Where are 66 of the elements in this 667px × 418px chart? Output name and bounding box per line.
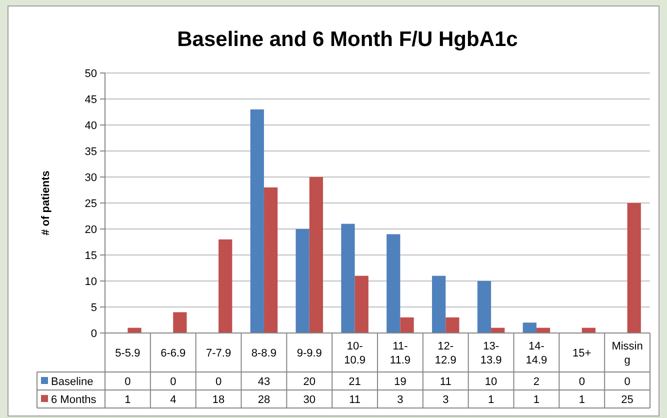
legend-label: 6 Months (51, 394, 97, 406)
data-label: 0 (578, 376, 585, 388)
data-label: 1 (488, 394, 494, 406)
bar (386, 234, 400, 333)
y-tick-label: 5 (90, 302, 97, 314)
x-tick-label: 13-13.9 (480, 340, 502, 366)
y-tick-label: 30 (84, 172, 97, 184)
data-label: 43 (258, 376, 270, 388)
data-label: 1 (124, 394, 131, 406)
data-label: 1 (533, 394, 540, 406)
data-label: 21 (348, 376, 361, 388)
data-label: 3 (397, 394, 404, 406)
bar (477, 281, 492, 333)
data-label: 0 (624, 376, 630, 388)
bar (446, 317, 460, 333)
data-label: 2 (533, 376, 540, 388)
data-label: 0 (170, 376, 176, 388)
legend-label: Baseline (51, 376, 94, 388)
data-label: 0 (124, 376, 131, 388)
bar (296, 229, 310, 333)
x-tick-label: 11-11.9 (390, 340, 411, 366)
y-tick-label: 25 (84, 198, 97, 210)
data-label: 25 (621, 394, 634, 406)
y-tick-label: 50 (84, 68, 97, 80)
x-tick-label: 6-6.9 (160, 348, 186, 360)
data-label: 11 (349, 394, 361, 406)
data-label: 20 (303, 376, 316, 388)
bar (173, 312, 187, 333)
data-label: 19 (394, 376, 406, 388)
x-tick-label: 14-14.9 (526, 340, 548, 366)
x-tick-label: 10-10.9 (344, 340, 366, 366)
bar (432, 276, 446, 333)
y-tick-label: 20 (84, 224, 97, 236)
data-label: 11 (440, 376, 452, 388)
bar (250, 109, 264, 333)
x-tick-label: 7-7.9 (206, 348, 232, 360)
x-tick-label: 8-8.9 (251, 348, 276, 360)
bar (218, 239, 232, 333)
y-tick-label: 40 (84, 120, 97, 132)
x-tick-label: 5-5.9 (115, 348, 140, 360)
y-tick-label: 10 (84, 276, 97, 288)
chart-title: Baseline and 6 Month F/U HgbA1c (177, 28, 518, 51)
x-tick-label: 12-12.9 (434, 340, 456, 366)
bar (522, 322, 536, 333)
bar (627, 203, 641, 333)
data-label: 4 (170, 394, 176, 406)
bar (309, 177, 323, 333)
y-tick-label: 35 (84, 146, 97, 158)
x-tick-label: Missing (612, 340, 643, 366)
y-tick-label: 45 (84, 94, 97, 106)
x-tick-label: 15+ (572, 348, 592, 360)
y-axis-title: # of patients (40, 170, 52, 236)
bar (264, 187, 278, 333)
bar (341, 224, 355, 333)
data-label: 0 (215, 376, 222, 388)
x-tick-label: 9-9.9 (296, 348, 322, 360)
data-label: 10 (484, 376, 498, 388)
data-label: 1 (578, 394, 585, 406)
data-label: 28 (258, 394, 270, 406)
y-tick-label: 15 (84, 250, 97, 262)
bar (400, 317, 414, 333)
bar (354, 276, 368, 333)
data-label: 3 (442, 394, 449, 406)
data-label: 18 (212, 394, 225, 406)
data-label: 30 (303, 394, 316, 406)
y-tick-label: 0 (90, 328, 97, 340)
